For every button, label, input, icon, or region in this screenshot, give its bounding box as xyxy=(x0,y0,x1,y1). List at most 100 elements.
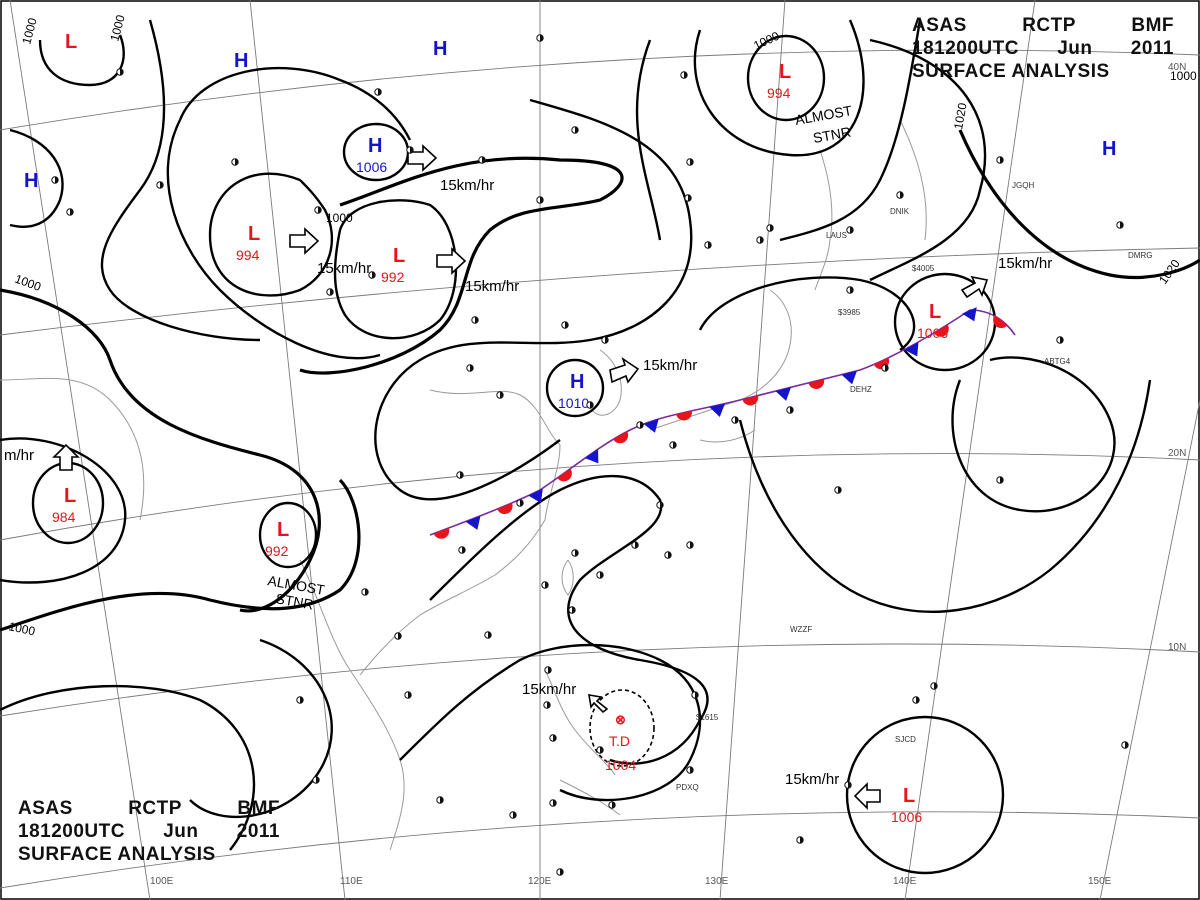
almost-stationary-note: STNR xyxy=(274,590,314,612)
latitude-line xyxy=(0,811,1200,889)
coastline-india xyxy=(0,377,145,521)
central-pressure-value: 994 xyxy=(767,85,791,101)
coastline-indochina xyxy=(299,559,405,851)
low-pressure-symbol: L xyxy=(64,485,76,507)
isobar xyxy=(958,129,1200,280)
cold-front-triangle xyxy=(643,418,659,433)
isobar xyxy=(166,119,381,360)
isobar xyxy=(100,19,261,342)
title-time: 181200UTC xyxy=(18,821,125,842)
isobar-ring xyxy=(845,715,1005,875)
central-pressure-value: 1006 xyxy=(917,325,948,341)
warm-front-semicircle xyxy=(497,502,513,515)
cloud-cover-fill xyxy=(850,226,854,234)
warm-front-semicircle xyxy=(613,431,629,444)
cloud-cover-fill xyxy=(365,588,369,596)
low-pressure-symbol: L xyxy=(248,223,260,245)
cloud-cover-fill xyxy=(800,836,804,844)
isobar-value: 1000 xyxy=(7,619,36,638)
coastline-kamchatka xyxy=(899,119,927,241)
movement-arrow-icon xyxy=(407,144,438,172)
isobar-value: 1000 xyxy=(1170,69,1197,83)
movement-arrow-icon xyxy=(609,357,640,384)
cloud-cover-fill xyxy=(460,471,464,479)
cold-front-triangle xyxy=(904,342,919,357)
cloud-cover-fill xyxy=(590,401,594,409)
cloud-cover-fill xyxy=(735,416,739,424)
latitude-label: 20N xyxy=(1168,448,1186,459)
station-id: ABTG4 xyxy=(1044,357,1071,366)
cloud-cover-fill xyxy=(500,391,504,399)
isobar xyxy=(0,288,321,613)
longitude-label: 140E xyxy=(893,876,917,887)
td-symbol: ⊗ xyxy=(615,712,626,727)
cloud-cover-fill xyxy=(916,696,920,704)
cold-front-triangle xyxy=(528,488,543,503)
isobar xyxy=(779,19,922,242)
tropical-depression: ⊗ T.D 1004 xyxy=(605,712,636,773)
warm-front-semicircle xyxy=(993,315,1008,329)
title-station: RCTP xyxy=(1022,15,1076,36)
high-pressure-symbol: H xyxy=(368,135,382,157)
cloud-cover-fill xyxy=(668,551,672,559)
cloud-cover-fill xyxy=(316,776,320,784)
isobar xyxy=(333,199,458,340)
station-id: LAUS xyxy=(826,231,847,240)
high-pressure-symbol: H xyxy=(24,170,38,192)
almost-stationary-note: STNR xyxy=(812,124,852,146)
low-pressure-symbol: L xyxy=(929,301,941,323)
title-station: RCTP xyxy=(128,798,182,819)
title-source: BMF xyxy=(1131,15,1174,36)
cloud-cover-fill xyxy=(690,158,694,166)
longitude-label: 110E xyxy=(340,876,363,887)
cloud-cover-fill xyxy=(120,68,124,76)
warm-front-semicircle xyxy=(934,324,949,337)
title-type: SURFACE ANALYSIS xyxy=(912,61,1110,82)
coastline-china xyxy=(359,389,561,676)
movement-arrow-icon xyxy=(52,443,80,471)
cloud-cover-fill xyxy=(770,224,774,232)
title-year: 2011 xyxy=(1130,38,1174,59)
cold-front-triangle xyxy=(709,403,725,418)
cloud-cover-fill xyxy=(688,194,692,202)
front xyxy=(429,307,1016,539)
low-pressure-symbol: L xyxy=(277,519,289,541)
isobar xyxy=(374,98,693,501)
station-id: JGQH xyxy=(1012,181,1034,190)
cloud-cover-fill xyxy=(635,541,639,549)
isobar xyxy=(9,128,64,228)
title-time: 181200UTC xyxy=(912,38,1019,59)
longitude-label: 100E xyxy=(150,876,174,887)
movement-arrow-icon xyxy=(588,694,609,714)
high-pressure-symbol: H xyxy=(1102,138,1116,160)
cloud-cover-fill xyxy=(695,691,699,699)
station-id: DMRG xyxy=(1128,251,1152,260)
isobar xyxy=(178,66,412,141)
cloud-cover-fill xyxy=(300,696,304,704)
cloud-cover-fill xyxy=(690,541,694,549)
cloud-cover-fill xyxy=(160,181,164,189)
cloud-cover-fill xyxy=(488,631,492,639)
cloud-cover-fill xyxy=(575,549,579,557)
isobar xyxy=(0,478,361,632)
isobar-ring xyxy=(258,501,318,569)
td-circulation xyxy=(589,689,655,767)
coastlines xyxy=(0,119,927,851)
cloud-cover-fill xyxy=(848,781,852,789)
cloud-cover-fill xyxy=(520,499,524,507)
movement-arrow-icon xyxy=(289,227,320,255)
cloud-cover-fill xyxy=(565,321,569,329)
cloud-cover-fill xyxy=(640,421,644,429)
isobar-value: 1000 xyxy=(326,211,353,225)
cloud-cover-fill xyxy=(547,701,551,709)
latitude-line xyxy=(0,49,1200,131)
cloud-cover-fill xyxy=(708,241,712,249)
isobar-value: 1000 xyxy=(107,13,128,43)
latitude-line xyxy=(0,247,1200,336)
latitude-line xyxy=(0,453,1200,541)
isobar xyxy=(0,684,256,851)
high-pressure-symbol: H xyxy=(570,371,584,393)
cold-front-triangle xyxy=(584,449,599,464)
movement-speed-label: 15km/hr xyxy=(465,278,519,295)
